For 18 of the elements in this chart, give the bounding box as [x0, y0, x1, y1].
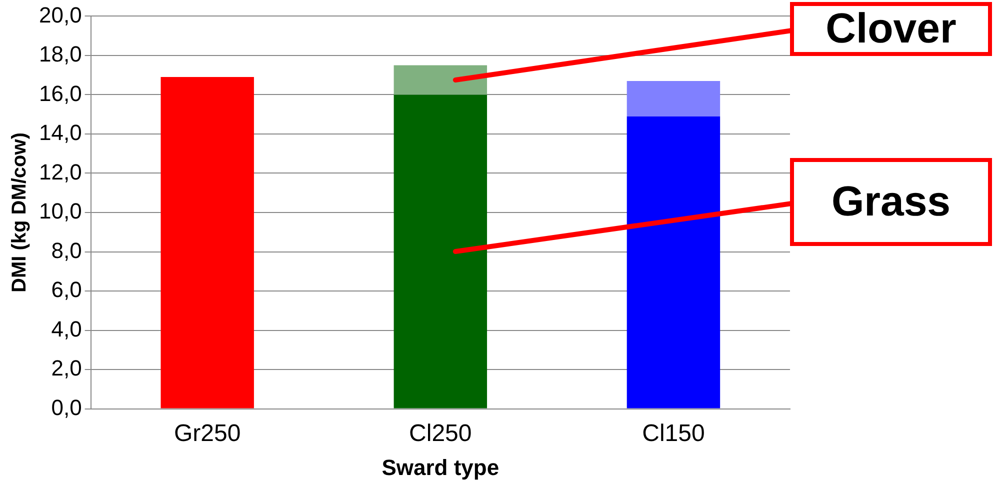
y-tick-label: 0,0: [51, 394, 82, 420]
y-tick-label: 12,0: [38, 159, 82, 184]
text: Clover: [826, 4, 956, 52]
x-tick-label: Cl250: [409, 420, 472, 447]
y-tick-label: 4,0: [51, 316, 82, 342]
y-tick-label: 2,0: [51, 356, 82, 381]
y-tick-label: 20,0: [38, 2, 82, 28]
y-axis-title: DMI (kg DM/cow): [8, 132, 31, 292]
y-tick-label: 10,0: [38, 198, 82, 224]
x-tick-label: Cl150: [642, 420, 705, 447]
y-tick-label: 6,0: [51, 277, 82, 302]
x-tick-label: Gr250: [174, 420, 241, 447]
y-tick-label: 8,0: [51, 238, 82, 263]
y-tick-label: 16,0: [38, 80, 82, 106]
x-axis-title: Sward type: [382, 454, 500, 480]
y-tick-label: 14,0: [38, 120, 82, 146]
y-tick-label: 18,0: [38, 42, 82, 67]
text: Grass: [831, 178, 951, 225]
